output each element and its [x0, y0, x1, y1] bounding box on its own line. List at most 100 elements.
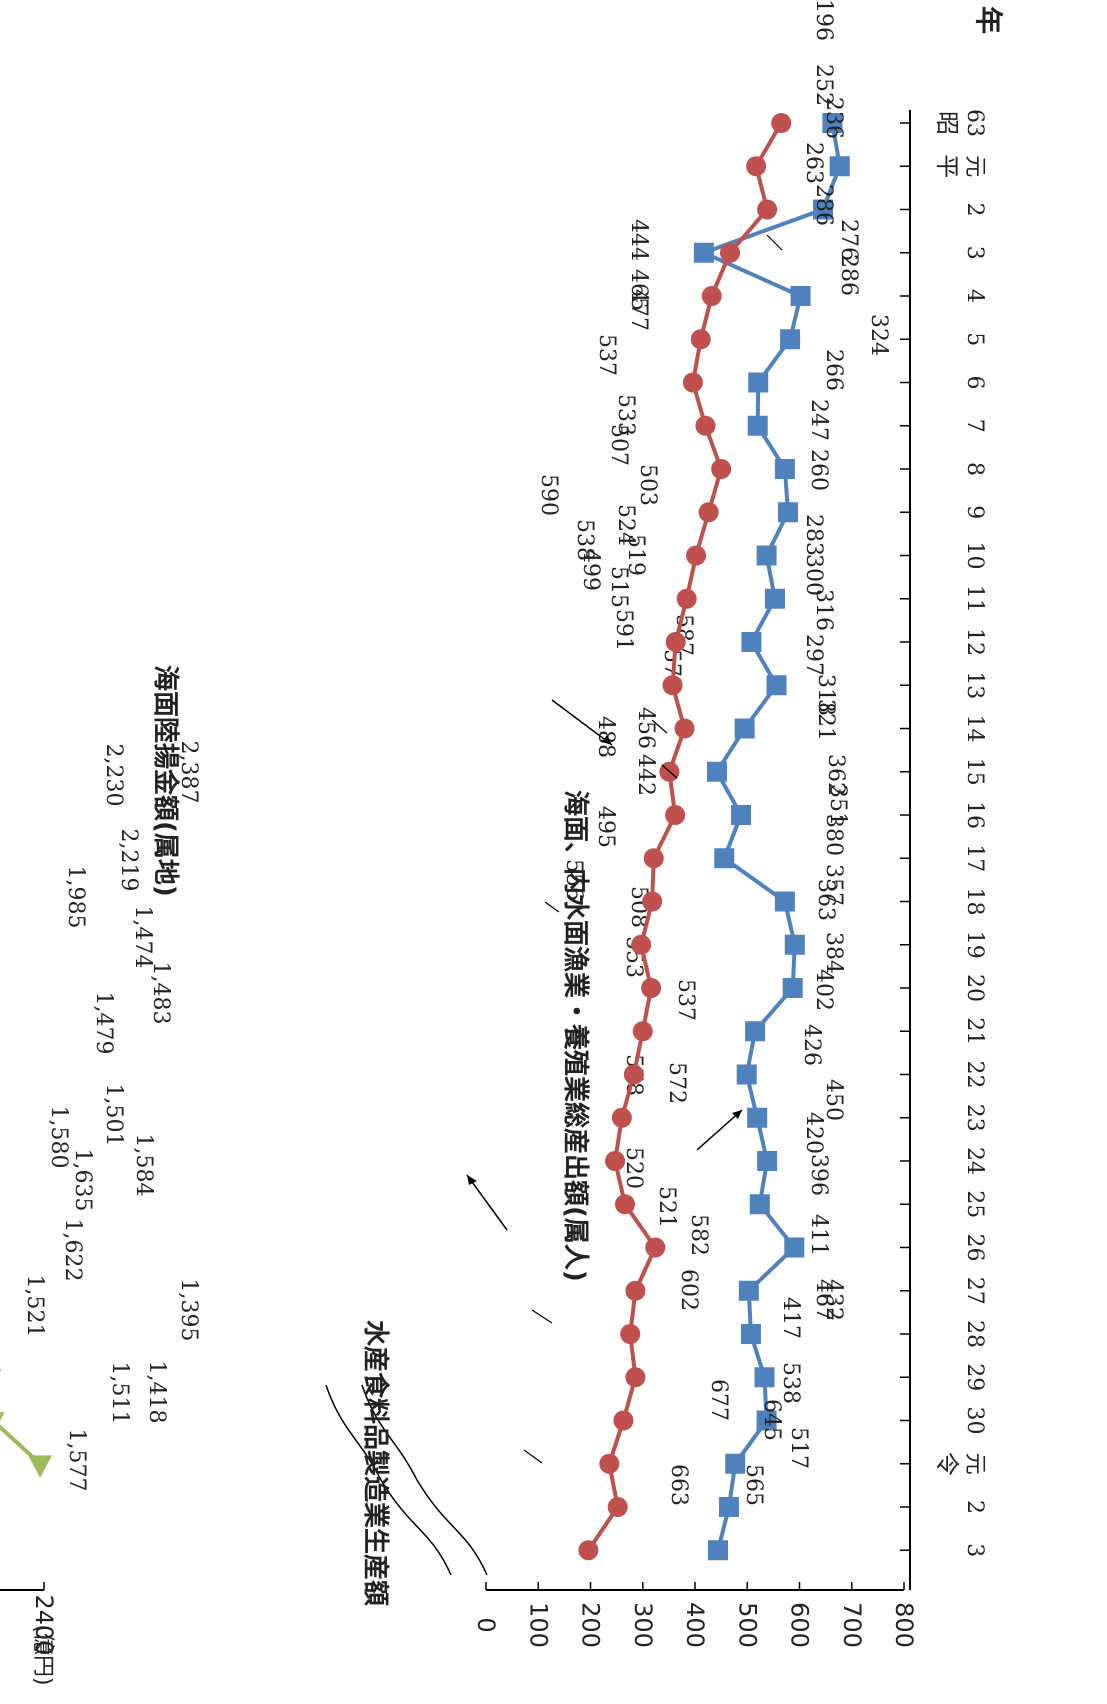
data-label: 444 — [626, 219, 651, 261]
data-label: 426 — [799, 1024, 824, 1066]
data-point-marker — [632, 1021, 653, 1042]
data-point-marker — [711, 459, 732, 479]
series-line — [701, 122, 842, 1551]
data-point-marker — [686, 545, 707, 566]
data-label: 1,584 — [131, 1134, 156, 1197]
data-label: 316 — [811, 589, 836, 631]
data-point-marker — [725, 1453, 746, 1474]
data-point-marker — [599, 1453, 620, 1474]
data-point-marker — [645, 1237, 666, 1258]
data-label: 663 — [666, 1464, 691, 1506]
data-label: 286 — [836, 254, 861, 296]
label-leader — [661, 764, 678, 779]
series-line — [586, 121, 783, 1552]
data-label: 590 — [536, 474, 561, 516]
data-point-marker — [748, 372, 769, 393]
data-point-marker — [613, 1410, 634, 1431]
data-label: 499 — [578, 549, 603, 591]
data-label: 456 — [633, 707, 658, 749]
data-label: 538 — [572, 519, 597, 561]
data-label: 297 — [801, 634, 826, 676]
data-label: 362 — [823, 754, 848, 796]
data-label: 1,483 — [148, 962, 173, 1025]
data-label: 1,474 — [130, 906, 155, 969]
data-point-marker — [757, 199, 778, 220]
data-point-marker — [614, 1194, 635, 1215]
data-point-marker — [745, 1021, 766, 1042]
data-label: 252 — [811, 64, 836, 106]
data-point-marker — [746, 156, 767, 177]
data-label: 396 — [806, 1154, 831, 1196]
data-point-marker — [605, 1151, 626, 1171]
data-point-marker — [740, 1324, 761, 1344]
data-label: 495 — [593, 806, 618, 848]
data-point-marker — [643, 848, 664, 869]
x-axis-unit-label: 年 — [972, 6, 1005, 34]
data-label: 283 — [801, 514, 826, 556]
data-label: 1,501 — [101, 1084, 126, 1147]
data-label: 467 — [811, 1279, 836, 1321]
data-label: 645 — [759, 1399, 784, 1441]
data-point-marker — [607, 1497, 628, 1517]
data-point-marker — [730, 805, 751, 825]
data-label: 324 — [866, 314, 891, 356]
lower-axis-tick-label: 300 — [629, 1602, 657, 1648]
data-point-marker — [784, 934, 805, 955]
value-axis-unit-label: (億円) — [30, 1624, 55, 1685]
category-tick-label: 2 — [962, 1500, 987, 1514]
lower-axis-tick-label: 100 — [524, 1602, 552, 1648]
category-tick-label: 15 — [962, 758, 987, 786]
category-tick-label: 4 — [962, 289, 987, 303]
data-label: 263 — [801, 142, 826, 184]
data-point-marker — [706, 761, 727, 782]
data-label: 1,479 — [91, 992, 116, 1055]
data-label: 1,511 — [107, 1362, 132, 1425]
lower-axis-tick-label: 0 — [472, 1617, 500, 1632]
category-tick-label: 26 — [962, 1234, 987, 1262]
data-label: 351 — [825, 784, 850, 826]
data-label: 477 — [626, 289, 651, 331]
data-point-marker — [665, 632, 686, 652]
data-label: 411 — [806, 1214, 831, 1256]
data-point-marker — [701, 286, 722, 306]
data-label: 1,635 — [70, 1149, 95, 1212]
lower-axis-tick-label: 500 — [733, 1602, 761, 1648]
data-label: 565 — [741, 1464, 766, 1506]
data-point-marker — [720, 242, 741, 263]
series-line — [0, 770, 42, 1466]
data-point-marker — [641, 978, 662, 998]
category-tick-label: 20 — [962, 974, 987, 1002]
data-point-marker — [674, 718, 695, 739]
axis-break-mark — [361, 1384, 488, 1576]
data-label: 276 — [836, 219, 861, 261]
label-leader — [523, 1449, 543, 1464]
series-pointer — [466, 1174, 508, 1231]
data-point-marker — [764, 588, 785, 609]
series-pointer — [551, 699, 613, 746]
data-label: 384 — [821, 932, 846, 974]
data-label: 556 — [561, 859, 586, 901]
data-label: 247 — [806, 399, 831, 441]
category-tick-label: 21 — [962, 1017, 987, 1045]
data-label: 521 — [654, 1186, 679, 1228]
data-label: 417 — [778, 1297, 803, 1339]
rotated-plot: 昭 63平 元23456789101112131415161718192021222… — [0, 0, 1005, 1686]
category-tick-label: 9 — [962, 505, 987, 519]
data-label: 363 — [813, 879, 838, 921]
category-tick-label: 12 — [962, 628, 987, 656]
data-label: 432 — [821, 1279, 846, 1321]
data-label: 677 — [706, 1379, 731, 1421]
data-label: 1,580 — [46, 1106, 71, 1169]
data-label: 520 — [621, 1147, 646, 1189]
category-tick-label: 23 — [962, 1104, 987, 1132]
category-tick-label: 元 — [962, 155, 987, 177]
data-point-marker — [676, 588, 697, 609]
data-point-marker — [625, 1367, 646, 1388]
data-label: 1,577 — [64, 1429, 89, 1492]
category-era-label: 平 — [933, 154, 961, 178]
data-label: 503 — [635, 464, 660, 506]
series-name-label: 海面、内水面漁業・養殖業総産出額(属人) — [560, 790, 591, 1282]
label-leader — [544, 901, 560, 913]
data-label: 318 — [813, 674, 838, 716]
